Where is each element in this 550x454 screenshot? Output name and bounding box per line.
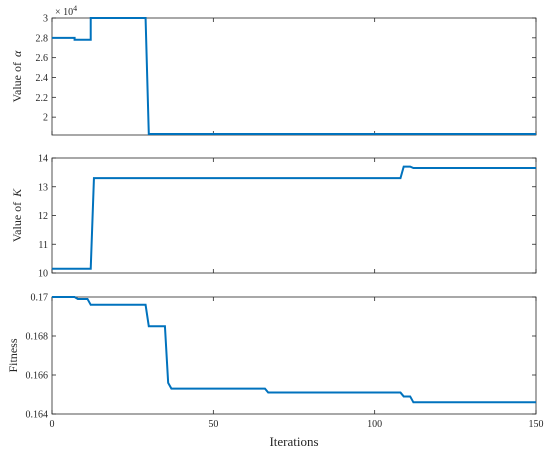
axes-box xyxy=(51,17,537,136)
axes-box xyxy=(51,157,537,274)
y-tick-label: 10 xyxy=(38,269,48,280)
y-axis-label-text: Fitness xyxy=(6,338,20,372)
y-tick-label: 12 xyxy=(38,211,48,222)
series-line xyxy=(52,165,536,270)
y-axis-label-symbol: α xyxy=(10,50,24,57)
y-axis-label: Fitness xyxy=(6,338,20,372)
panel-alpha: 2 2.2 2.4 2.6 2.8 3 Value of α × 104 xyxy=(10,4,537,136)
y-tick-label: 2.8 xyxy=(36,33,49,44)
y-axis-label-text: Value of xyxy=(10,62,24,102)
y-tick-label: 0.168 xyxy=(26,332,49,343)
y-tick-label: 2.6 xyxy=(36,53,49,64)
y-axis-label: Value of α xyxy=(10,50,24,102)
y-tick-label: 14 xyxy=(38,154,48,165)
axes-box xyxy=(51,296,537,415)
x-axis-label: Iterations xyxy=(269,434,318,449)
exponent-label: × 104 xyxy=(55,4,77,18)
y-tick-label: 2.2 xyxy=(36,93,49,104)
panel-fitness: 0.164 0.166 0.168 0.17 0 50 100 150 Fitness Itera… xyxy=(6,293,544,450)
panel-K: 10 11 12 13 14 Value of K xyxy=(10,154,537,280)
y-tick-label: 2.4 xyxy=(36,73,49,84)
y-tick-label: 2 xyxy=(43,113,48,124)
y-tick-label: 0.17 xyxy=(31,293,49,304)
y-tick-label: 3 xyxy=(43,14,48,25)
x-tick-label: 50 xyxy=(208,419,218,430)
y-tick-label: 11 xyxy=(38,240,48,251)
series-line xyxy=(52,17,536,136)
x-tick-label: 100 xyxy=(367,419,382,430)
x-tick-label: 0 xyxy=(50,419,55,430)
y-tick-label: 0.164 xyxy=(26,410,49,421)
series-line xyxy=(52,296,536,404)
y-tick-label: 0.166 xyxy=(26,371,49,382)
y-axis-label: Value of K xyxy=(10,188,24,242)
exponent-base: × 10 xyxy=(55,7,73,18)
y-tick-label: 13 xyxy=(38,182,48,193)
y-axis-label-symbol: K xyxy=(10,188,24,198)
x-tick-label: 150 xyxy=(529,419,544,430)
exponent-power: 4 xyxy=(73,4,77,13)
y-axis-label-text: Value of xyxy=(10,202,24,242)
